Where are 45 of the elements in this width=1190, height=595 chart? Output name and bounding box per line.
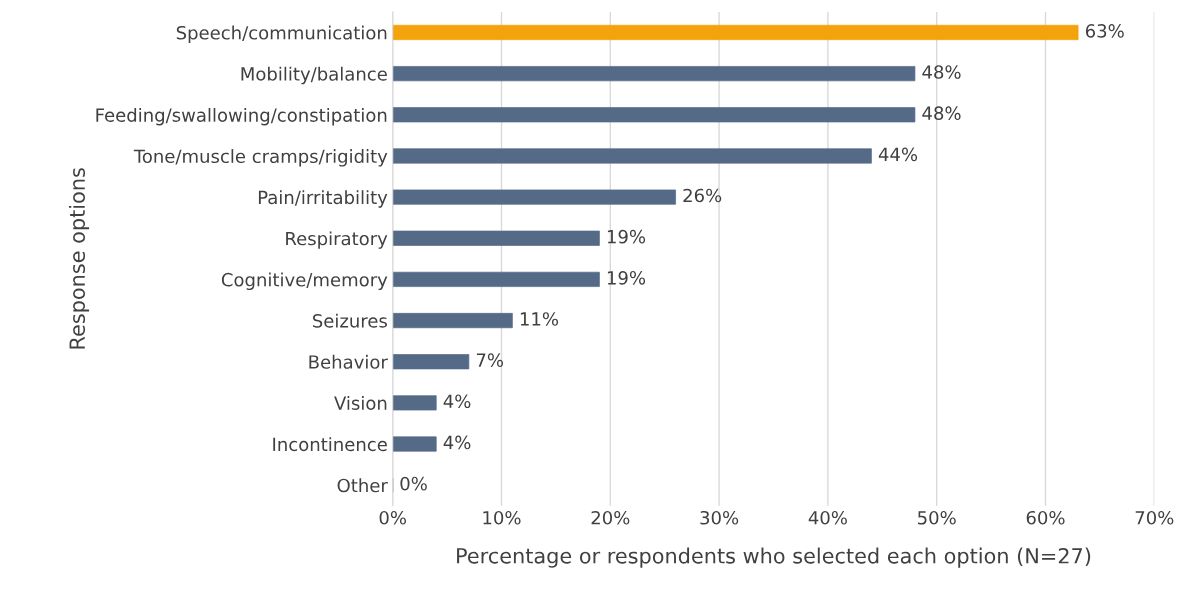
- x-tick-label: 0%: [379, 510, 407, 525]
- y-tick-label: Seizures: [312, 313, 387, 328]
- bar: [392, 395, 437, 411]
- bar: [392, 354, 470, 370]
- bar: [392, 66, 916, 82]
- data-label: 48%: [922, 65, 961, 79]
- bar: [392, 271, 600, 287]
- y-tick-label: Pain/irritability: [258, 190, 388, 208]
- y-tick-label: Behavior: [309, 354, 388, 369]
- y-tick-label: Vision: [334, 396, 387, 410]
- bar: [392, 436, 437, 452]
- x-tick-label: 40%: [808, 510, 847, 525]
- x-tick-label: 10%: [483, 510, 521, 525]
- data-label: 7%: [476, 353, 504, 367]
- y-tick-label: Speech/communication: [176, 25, 387, 44]
- x-tick-label: 50%: [918, 510, 956, 525]
- bar: [392, 107, 916, 123]
- data-label: 63%: [1085, 24, 1124, 38]
- y-tick-label: Cognitive/memory: [221, 272, 388, 291]
- data-label: 19%: [607, 270, 646, 285]
- x-tick-label: 30%: [700, 510, 739, 525]
- y-tick-label: Feeding/swallowing/constipation: [96, 107, 387, 126]
- y-tick-label: Respiratory: [286, 231, 388, 249]
- data-label: 19%: [607, 229, 646, 244]
- bar: [392, 24, 1079, 41]
- y-axis-title: Response options: [68, 168, 90, 349]
- data-label: 4%: [443, 435, 471, 450]
- data-label: 11%: [520, 312, 559, 326]
- data-label: 48%: [922, 106, 961, 121]
- y-tick-label: Incontinence: [273, 437, 387, 452]
- x-axis-title: Percentage or respondents who selected each option (N=27): [457, 547, 1091, 568]
- bar: [392, 148, 872, 164]
- y-tick-label: Mobility/balance: [241, 66, 387, 85]
- y-tick-label: Other: [337, 478, 388, 493]
- bar: [392, 230, 600, 246]
- x-tick-label: 70%: [1135, 510, 1174, 525]
- bar: [392, 313, 513, 329]
- data-label: 44%: [878, 147, 918, 162]
- x-tick-label: 60%: [1026, 510, 1065, 525]
- x-tick-label: 20%: [591, 510, 630, 525]
- y-tick-label: Tone/muscle cramps/rigidity: [133, 149, 388, 167]
- data-label: 0%: [400, 476, 427, 491]
- data-label: 26%: [683, 188, 722, 203]
- data-label: 4%: [443, 394, 471, 409]
- bar: [392, 189, 676, 205]
